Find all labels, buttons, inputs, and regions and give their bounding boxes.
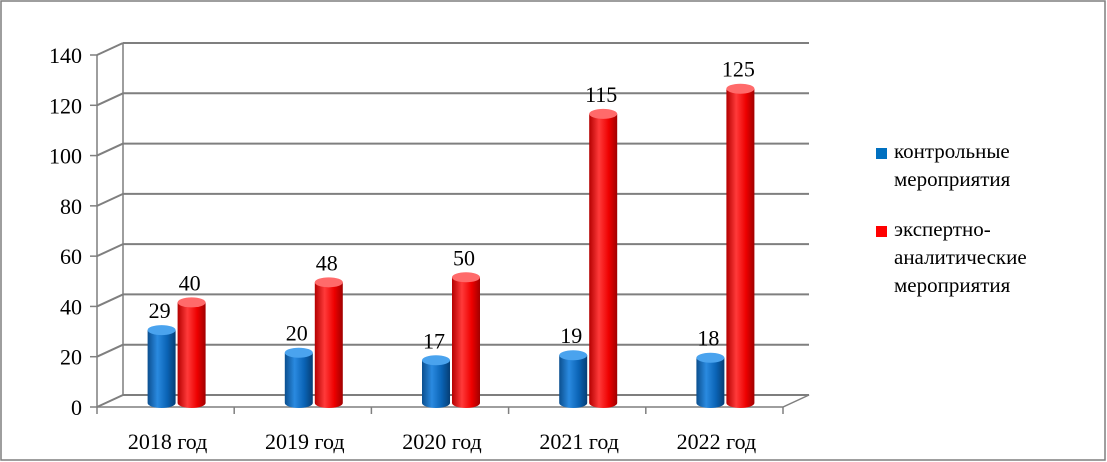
labels: 0 20 40 60 80 100 120 140 2018 год 2019 год 2020 г…: [49, 43, 756, 454]
y-tick-label: 40: [60, 294, 82, 319]
gridline-side: [96, 92, 124, 107]
data-label: 50: [453, 245, 475, 270]
bar-expert: [726, 88, 755, 408]
legend-swatch-control: [876, 148, 887, 159]
bar-control-top: [559, 350, 588, 361]
data-label: 48: [316, 250, 338, 275]
data-label: 17: [423, 328, 445, 353]
data-label: 18: [697, 326, 719, 351]
y-tick-label: 60: [60, 244, 82, 269]
axes: [90, 42, 810, 414]
x-tick-label: 2019 год: [265, 429, 345, 454]
bar-expert: [314, 282, 343, 408]
x-tick-label: 2018 год: [128, 429, 208, 454]
data-label: 29: [149, 298, 171, 323]
data-label: 20: [286, 321, 308, 346]
gridline-side: [96, 293, 124, 308]
gridline-side: [96, 192, 124, 207]
legend: контрольные мероприятия экспертно-аналитич…: [876, 139, 1027, 297]
bar-control: [559, 355, 588, 408]
x-tick-label: 2020 год: [402, 429, 482, 454]
bar-expert: [177, 302, 206, 408]
data-label: 125: [722, 57, 755, 82]
gridline-side: [96, 343, 124, 358]
legend-label: мероприятия: [894, 167, 1011, 191]
gridline-side: [96, 42, 124, 56]
y-tick-label: 0: [71, 395, 82, 420]
floor: [96, 394, 810, 408]
x-tick-label: 2022 год: [677, 429, 757, 454]
bars: [147, 83, 755, 408]
bar-expert-top: [726, 83, 755, 94]
data-label: 115: [585, 82, 617, 107]
bar-expert-top: [452, 272, 480, 283]
y-tick-label: 120: [49, 93, 82, 118]
bar-expert: [589, 113, 618, 408]
gridline-side: [96, 142, 124, 157]
legend-label: контрольные: [894, 139, 1010, 163]
y-tick-label: 100: [49, 144, 82, 169]
legend-swatch-expert: [876, 226, 887, 237]
x-tick-label: 2021 год: [539, 429, 619, 454]
bar-control: [422, 360, 450, 408]
y-tick-label: 20: [60, 345, 82, 370]
bar-expert: [452, 277, 480, 408]
legend-label: аналитические: [894, 245, 1027, 269]
y-tick-label: 140: [49, 43, 82, 68]
legend-label: экспертно-: [894, 217, 991, 241]
data-label: 40: [179, 270, 201, 295]
bar-control-top: [147, 325, 176, 336]
bar-control-top: [696, 352, 725, 363]
bar-expert-top: [589, 108, 618, 119]
bar-control: [284, 352, 313, 408]
legend-label: мероприятия: [894, 273, 1011, 297]
y-tick-label: 80: [60, 194, 82, 219]
bar-control-top: [422, 355, 450, 366]
bar-expert-top: [177, 297, 206, 308]
bar-expert-top: [314, 277, 343, 288]
bar-control-top: [284, 347, 313, 358]
bar-control: [147, 330, 176, 408]
bar-control: [696, 357, 725, 408]
gridline-side: [96, 243, 124, 258]
data-label: 19: [560, 323, 582, 348]
